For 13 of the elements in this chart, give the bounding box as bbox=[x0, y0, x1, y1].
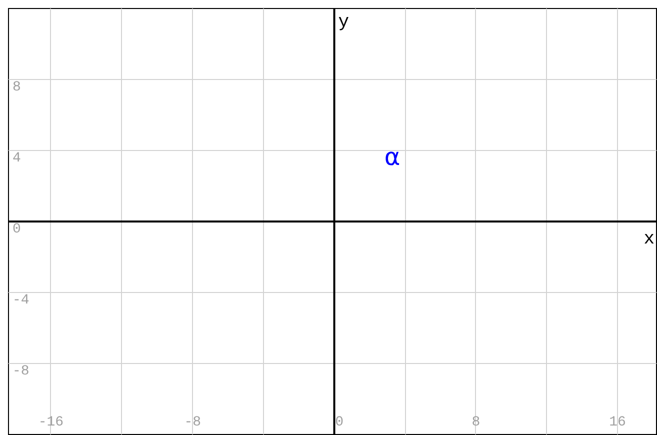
annotation: α bbox=[384, 142, 400, 171]
x-tick-label: -8 bbox=[184, 414, 202, 430]
y-tick-label: 4 bbox=[12, 150, 21, 166]
y-tick-label: 0 bbox=[12, 222, 21, 238]
y-tick-label: -8 bbox=[12, 364, 30, 380]
x-tick-label: -16 bbox=[38, 414, 64, 430]
x-axis-title: x bbox=[644, 230, 654, 250]
x-tick-label: 8 bbox=[472, 414, 480, 430]
y-tick-label: 8 bbox=[12, 80, 21, 96]
x-tick-label: 0 bbox=[335, 414, 344, 430]
y-tick-label: -4 bbox=[12, 292, 30, 308]
x-tick-label: 16 bbox=[609, 414, 626, 430]
y-axis-title: y bbox=[338, 12, 350, 32]
